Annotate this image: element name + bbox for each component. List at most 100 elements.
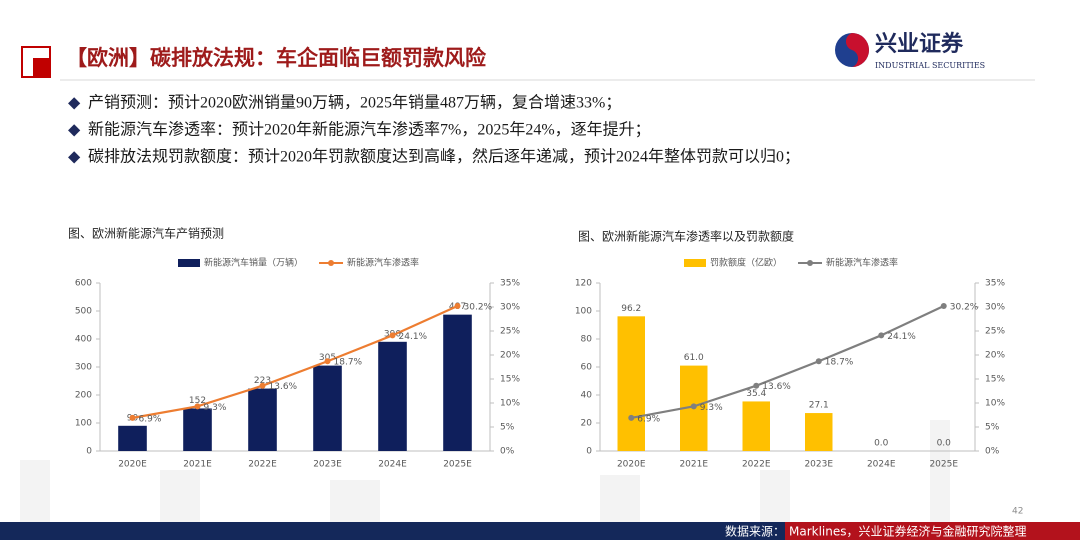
line-marker [690,403,697,410]
legend-swatch [807,260,814,266]
y-tick-label: 100 [75,419,92,429]
data-label: 6.9% [139,414,162,424]
y2-tick-label: 35% [500,279,520,289]
y-tick-label: 60 [581,363,593,373]
y2-tick-label: 0% [500,447,515,457]
bullet-marker: ◆ [68,95,81,112]
x-tick-label: 2022E [742,460,771,470]
bar [443,314,472,451]
footer-accent [785,522,1080,540]
y2-tick-label: 10% [985,399,1005,409]
y-tick-label: 600 [75,279,92,289]
x-tick-label: 2024E [867,460,896,470]
chart-title: 图、欧洲新能源汽车产销预测 [68,226,224,241]
x-tick-label: 2025E [929,460,958,470]
y-tick-label: 80 [581,335,593,345]
y-tick-label: 300 [75,363,92,373]
data-label: 18.7% [825,358,854,368]
legend-swatch [684,259,706,267]
data-label: 18.7% [334,358,363,368]
bar [617,316,645,451]
y-tick-label: 0 [86,447,92,457]
data-label: 13.6% [269,382,298,392]
y-tick-label: 200 [75,391,92,401]
bar [805,413,833,451]
footer-label: 数据来源： [725,524,785,539]
x-tick-label: 2024E [378,460,407,470]
y2-tick-label: 15% [500,375,520,385]
logo-text: 兴业证券 [875,31,964,57]
y2-tick-label: 5% [500,423,515,433]
data-label: 35.4 [746,389,766,399]
data-label: 30.2% [950,303,979,313]
chart-title: 图、欧洲新能源汽车渗透率以及罚款额度 [578,229,794,244]
bar [742,401,770,451]
bar [313,365,342,451]
bullet: 新能源汽车渗透率：预计2020年新能源汽车渗透率7%，2025年24%，逐年提升… [88,121,651,139]
x-tick-label: 2020E [118,460,147,470]
y-tick-label: 40 [581,391,593,401]
y2-tick-label: 20% [985,351,1005,361]
header-icon [33,58,50,77]
y-tick-label: 20 [581,419,593,429]
data-label: 152 [189,396,206,406]
x-tick-label: 2022E [248,460,277,470]
y-tick-label: 0 [586,447,592,457]
data-label: 9.3% [700,403,723,413]
x-tick-label: 2021E [183,460,212,470]
line-marker [259,382,266,389]
y2-tick-label: 10% [500,399,520,409]
bullet-marker: ◆ [68,122,81,139]
page-number: 42 [1012,507,1023,517]
y-tick-label: 500 [75,307,92,317]
legend-swatch [178,259,200,267]
line-marker [753,382,760,389]
data-label: 27.1 [809,401,829,411]
y-tick-label: 400 [75,335,92,345]
line-marker [194,403,201,410]
x-tick-label: 2025E [443,460,472,470]
y-tick-label: 120 [575,279,592,289]
data-label: 24.1% [887,332,916,342]
skyline [20,420,950,522]
footer-source: Marklines，兴业证券经济与金融研究院整理 [789,524,1027,539]
line-marker [129,414,136,421]
line [631,305,945,419]
data-label: 96.2 [621,304,641,314]
line-marker [628,414,635,421]
bullet: 碳排放法规罚款额度：预计2020年罚款额度达到高峰，然后逐年递减，预计2024年… [88,148,800,166]
line-marker [940,303,947,310]
y-tick-label: 100 [575,307,592,317]
x-tick-label: 2023E [804,460,833,470]
bar [378,341,407,451]
legend-label: 新能源汽车渗透率 [826,257,898,269]
y2-tick-label: 30% [985,303,1005,313]
logo-subtext: INDUSTRIAL SECURITIES [875,61,985,70]
x-tick-label: 2023E [313,460,342,470]
data-label: 9.3% [204,403,227,413]
y2-tick-label: 25% [985,327,1005,337]
y2-tick-label: 30% [500,303,520,313]
legend-label: 新能源汽车销量（万辆） [204,257,303,269]
data-label: 61.0 [684,353,704,363]
line [132,305,458,419]
bar [183,408,212,451]
y2-tick-label: 20% [500,351,520,361]
line-marker [389,332,396,339]
slide-title: 【欧洲】碳排放法规：车企面临巨额罚款风险 [66,46,487,70]
line-marker [815,358,822,365]
y2-tick-label: 25% [500,327,520,337]
data-label: 13.6% [762,382,791,392]
y2-tick-label: 0% [985,447,1000,457]
line-marker [454,303,461,310]
bar [118,425,147,451]
data-label: 305 [319,353,336,363]
legend-swatch [328,260,335,266]
data-label: 0.0 [937,439,952,449]
bullet-marker: ◆ [68,149,81,166]
data-label: 0.0 [874,439,889,449]
legend-label: 罚款额度（亿欧） [710,257,782,269]
bullet: 产销预测：预计2020欧洲销量90万辆，2025年销量487万辆，复合增速33%… [88,94,621,112]
x-tick-label: 2020E [617,460,646,470]
